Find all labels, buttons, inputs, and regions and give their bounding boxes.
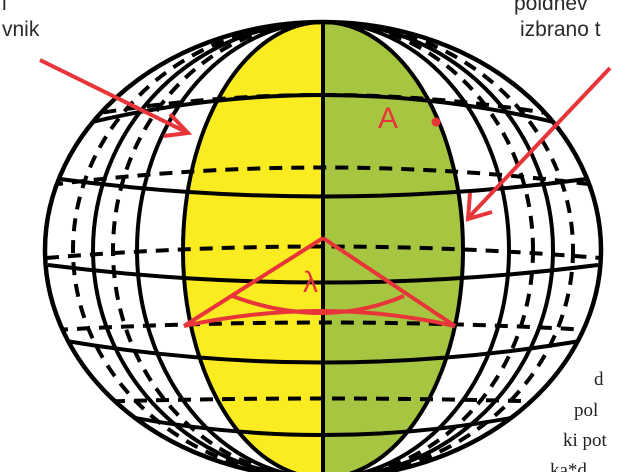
- point-label: A: [378, 102, 398, 135]
- top-right-label-line1: poldnev: [514, 0, 588, 15]
- arrow-left-shaft: [39, 58, 187, 134]
- meridian-solid-outer: [91, 22, 555, 472]
- bottom-text-line4: ka*d: [550, 460, 587, 472]
- top-right-label-line2: izbrano t: [520, 18, 601, 41]
- bottom-text-line1: d: [594, 369, 604, 390]
- arrow-right-head: [465, 192, 493, 222]
- bottom-text-line2: pol: [574, 400, 598, 421]
- bottom-text-line3: ki pot: [563, 430, 608, 451]
- parallel-dashed-3: [45, 244, 601, 260]
- meridian-dashed-inner: [111, 22, 535, 472]
- top-left-label-line2: vnik: [2, 18, 40, 41]
- arrow-left-head: [163, 112, 193, 138]
- arrow-right-shaft: [468, 66, 612, 218]
- angle-ray-left: [182, 236, 325, 328]
- angle-label: λ: [303, 266, 318, 299]
- angle-lambda: [182, 236, 457, 328]
- point-marker: [431, 117, 441, 127]
- top-left-label-line1: i: [2, 0, 7, 15]
- angle-arc: [231, 294, 405, 315]
- angle-ray-right: [321, 236, 457, 328]
- parallel-dashed-5: [89, 396, 557, 404]
- meridian-dashed-outer: [71, 22, 575, 472]
- arrows: [39, 58, 612, 222]
- globe-outline: [42, 19, 604, 472]
